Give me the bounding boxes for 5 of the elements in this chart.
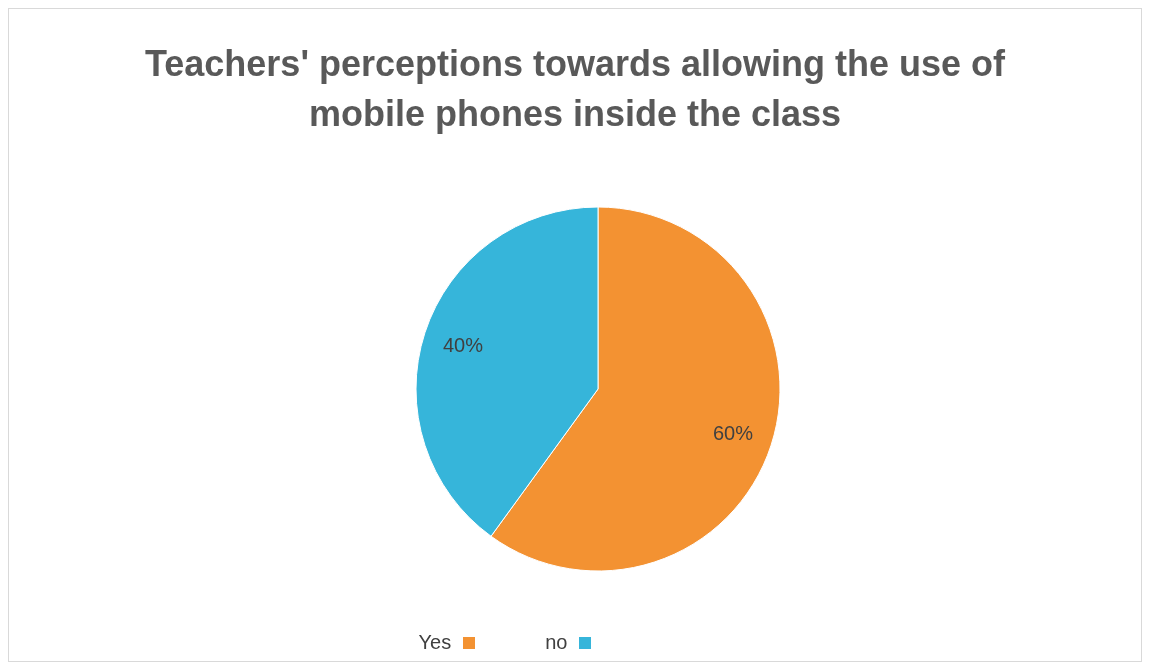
data-label: 40% <box>442 334 484 357</box>
chart-title: Teachers' perceptions towards allowing the use of mobile phones inside the class <box>143 42 1007 136</box>
legend-label: no <box>545 631 568 654</box>
legend-label: Yes <box>418 631 452 654</box>
data-label: 60% <box>713 421 754 444</box>
